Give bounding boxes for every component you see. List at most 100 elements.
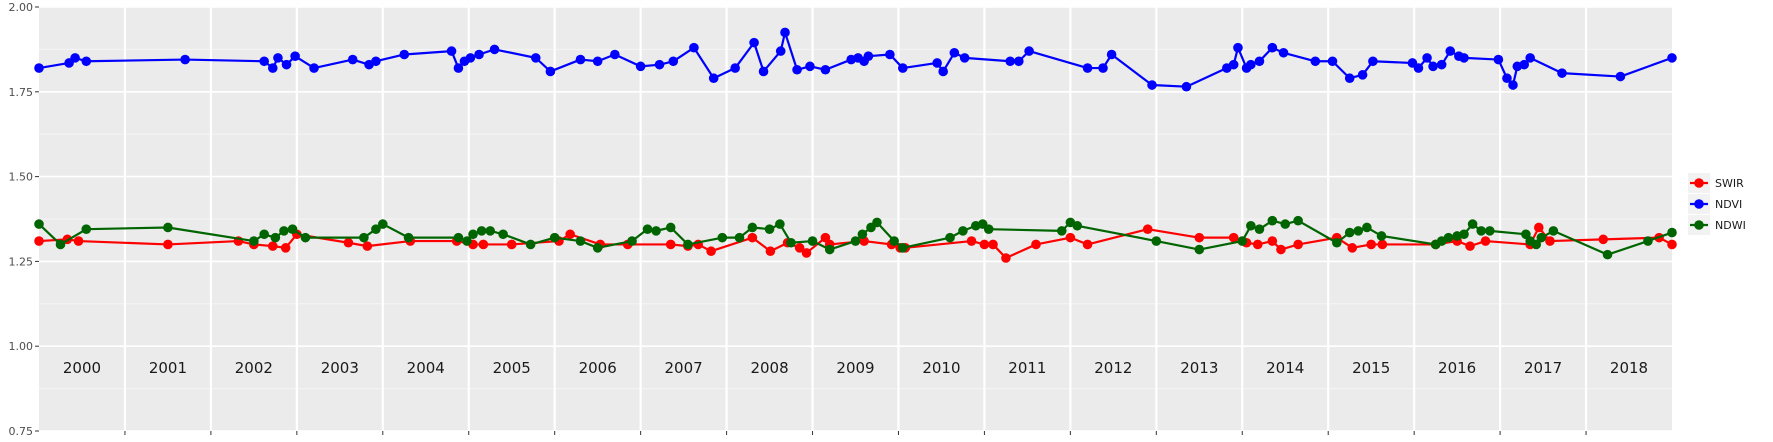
- year-label: 2002: [235, 359, 273, 377]
- data-point: [1548, 226, 1559, 236]
- data-point: [1082, 239, 1093, 250]
- data-point: [897, 63, 908, 73]
- data-point: [945, 232, 955, 243]
- data-point: [359, 232, 369, 243]
- data-point: [872, 217, 882, 228]
- data-point: [1142, 224, 1153, 234]
- data-point: [1147, 80, 1157, 90]
- data-point: [1347, 243, 1358, 253]
- year-label: 2017: [1524, 359, 1562, 377]
- data-point: [1459, 229, 1469, 240]
- data-point: [489, 44, 500, 55]
- data-point: [300, 232, 311, 243]
- data-point: [730, 63, 740, 73]
- legend-label: NDVI: [1715, 198, 1742, 211]
- data-point: [1377, 239, 1388, 250]
- data-point: [1615, 71, 1626, 82]
- data-point: [958, 226, 968, 236]
- data-point: [267, 241, 278, 251]
- data-point: [273, 53, 283, 63]
- data-point: [287, 224, 298, 234]
- data-point: [163, 222, 173, 233]
- y-axis: 0.75 1.00 1.25 1.50 1.75 2.00: [9, 1, 39, 438]
- data-point: [801, 248, 812, 258]
- data-point: [1353, 226, 1364, 236]
- data-point: [259, 56, 269, 67]
- legend: SWIR NDVI NDWI: [1688, 173, 1746, 235]
- data-point: [749, 37, 759, 48]
- data-point: [627, 236, 637, 246]
- data-point: [565, 229, 575, 240]
- data-point: [689, 42, 699, 53]
- data-point: [1484, 226, 1495, 236]
- data-point: [1098, 63, 1108, 73]
- data-point: [1024, 46, 1034, 56]
- data-point: [465, 53, 476, 63]
- data-point: [1233, 42, 1243, 53]
- data-point: [1413, 63, 1424, 73]
- data-point: [897, 243, 908, 253]
- data-point: [1267, 215, 1278, 226]
- data-point: [1252, 239, 1263, 250]
- data-point: [1194, 244, 1205, 255]
- data-point: [966, 236, 977, 246]
- y-tick-label: 1.75: [9, 86, 34, 99]
- data-point: [70, 53, 80, 63]
- data-point: [824, 244, 835, 255]
- year-label: 2005: [493, 359, 531, 377]
- year-label: 2004: [407, 359, 445, 377]
- data-point: [668, 56, 679, 67]
- data-point: [249, 236, 259, 246]
- data-point: [343, 237, 354, 248]
- data-point: [81, 56, 92, 67]
- data-point: [932, 58, 942, 68]
- legend-key-point: [1694, 178, 1704, 188]
- data-point: [1366, 239, 1376, 250]
- year-labels: 2000 2001 2002 2003 2004 2005 2006 2007 2008 2009…: [63, 359, 1648, 377]
- data-point: [347, 54, 358, 65]
- data-point: [468, 229, 478, 240]
- data-point: [706, 246, 716, 257]
- year-label: 2014: [1266, 359, 1304, 377]
- data-point: [1467, 219, 1478, 229]
- data-point: [362, 241, 373, 251]
- series-ndvi: [34, 27, 1677, 92]
- data-point: [1005, 56, 1016, 67]
- data-point: [1056, 226, 1067, 236]
- data-point: [1082, 63, 1093, 73]
- data-point: [1072, 220, 1083, 231]
- data-point: [1667, 239, 1677, 250]
- data-point: [794, 243, 805, 253]
- data-point: [889, 236, 899, 246]
- year-label: 2007: [665, 359, 703, 377]
- data-point: [403, 232, 414, 243]
- data-point: [1293, 239, 1303, 250]
- data-point: [765, 246, 776, 257]
- data-point: [478, 239, 489, 250]
- data-point: [1293, 215, 1303, 226]
- data-point: [575, 236, 586, 246]
- year-label: 2015: [1352, 359, 1390, 377]
- data-point: [1246, 220, 1256, 231]
- data-point: [1428, 61, 1438, 72]
- data-point: [453, 232, 464, 243]
- data-point: [1436, 59, 1447, 70]
- data-point: [592, 56, 603, 67]
- year-label: 2008: [750, 359, 788, 377]
- data-point: [775, 219, 785, 229]
- data-point: [309, 63, 319, 73]
- data-point: [1545, 236, 1555, 246]
- data-point: [474, 49, 484, 60]
- data-point: [371, 224, 381, 234]
- data-point: [506, 239, 517, 250]
- data-point: [820, 64, 831, 75]
- data-point: [525, 239, 536, 250]
- data-point: [717, 232, 728, 243]
- data-point: [805, 61, 815, 72]
- grid-lines: [39, 6, 1672, 432]
- data-point: [279, 226, 289, 236]
- data-point: [1368, 56, 1378, 67]
- year-label: 2011: [1008, 359, 1046, 377]
